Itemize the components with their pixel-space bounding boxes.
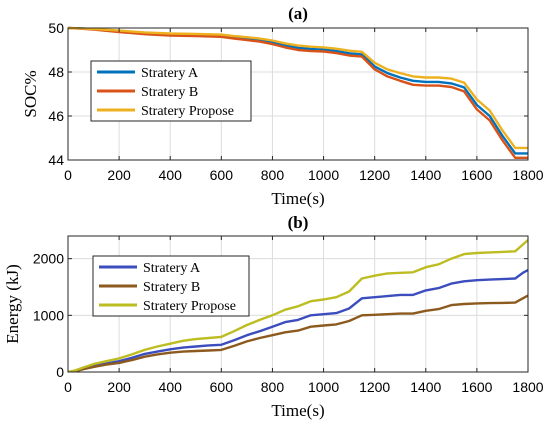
- x-tick-label: 1800: [512, 379, 543, 395]
- x-tick-label: 200: [107, 379, 131, 395]
- x-tick-label: 400: [159, 379, 183, 395]
- x-tick-label: 1600: [461, 379, 492, 395]
- legend-label: Stratery B: [143, 280, 200, 295]
- x-tick-label: 200: [107, 167, 131, 183]
- x-axis-label: Time(s): [271, 401, 324, 420]
- y-tick-label: 2000: [33, 251, 64, 267]
- y-tick-label: 48: [48, 64, 64, 80]
- x-tick-label: 1000: [308, 167, 339, 183]
- chart-title: (a): [288, 4, 308, 23]
- legend-label: Stratery A: [141, 66, 199, 81]
- series-line-2: [68, 294, 528, 372]
- legend-label: Stratery Propose: [143, 299, 236, 314]
- y-tick-label: 46: [48, 108, 64, 124]
- x-tick-label: 1800: [512, 167, 543, 183]
- legend-label: Stratery A: [143, 261, 201, 276]
- chart-title: (b): [288, 213, 309, 232]
- series-line-2: [68, 26, 528, 160]
- series-line-3: [68, 239, 528, 372]
- series-line-3: [68, 26, 528, 150]
- x-tick-label: 1600: [461, 167, 492, 183]
- x-tick-label: 800: [261, 167, 285, 183]
- y-tick-label: 1000: [33, 307, 64, 323]
- x-tick-label: 1400: [410, 167, 441, 183]
- chart-panel-1: 0 200 400 600 800 1000 1200 1400 1600 1800 44 46 48 5…: [21, 4, 544, 208]
- series-line-1: [68, 268, 528, 372]
- legend: Stratery A Stratery B Stratery Propose: [92, 255, 250, 317]
- x-tick-label: 1400: [410, 379, 441, 395]
- x-tick-label: 600: [210, 167, 234, 183]
- y-tick-label: 44: [48, 152, 64, 168]
- y-tick-label: 50: [48, 20, 64, 36]
- x-tick-label: 0: [64, 167, 72, 183]
- x-tick-label: 1200: [359, 379, 390, 395]
- legend: Stratery A Stratery B Stratery Propose: [90, 60, 252, 122]
- x-tick-label: 600: [210, 379, 234, 395]
- legend-label: Stratery B: [141, 85, 198, 100]
- y-tick-label: 0: [56, 364, 64, 380]
- legend-label: Stratery Propose: [141, 104, 234, 119]
- x-tick-label: 800: [261, 379, 285, 395]
- x-tick-label: 0: [64, 379, 72, 395]
- y-axis-label: SOC%: [21, 70, 40, 117]
- x-tick-label: 1000: [308, 379, 339, 395]
- y-axis-label: Energy (kJ): [3, 264, 22, 343]
- axes-box: [67, 235, 529, 373]
- axes-box: [67, 27, 529, 161]
- x-tick-label: 400: [159, 167, 183, 183]
- chart-panel-2: 0 200 400 600 800 1000 1200 1400 1600 1800 0 1000 20…: [3, 213, 544, 420]
- x-axis-label: Time(s): [271, 189, 324, 208]
- x-tick-label: 1200: [359, 167, 390, 183]
